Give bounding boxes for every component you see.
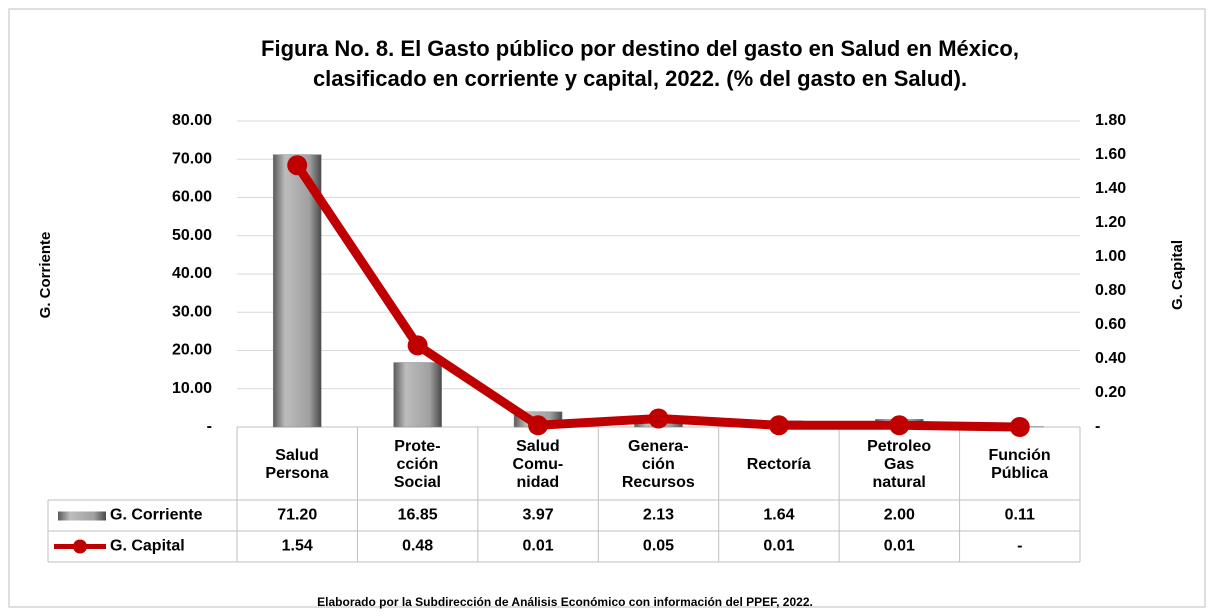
table-value: 3.97 bbox=[523, 507, 554, 524]
y2-tick-label: 0.20 bbox=[1095, 384, 1126, 401]
y-tick-label: 70.00 bbox=[172, 150, 212, 167]
frame bbox=[8, 8, 1206, 608]
table-value: 0.05 bbox=[643, 538, 674, 555]
chart-subtitle: clasificado en corriente y capital, 2022… bbox=[313, 66, 967, 91]
x-tick-label: Rectoría bbox=[746, 455, 811, 473]
y-tick-label: 40.00 bbox=[172, 265, 212, 282]
table-value: 0.01 bbox=[884, 538, 915, 555]
line-marker bbox=[768, 415, 789, 436]
table-value: 1.54 bbox=[282, 538, 313, 555]
y2-tick-label: 1.60 bbox=[1095, 146, 1126, 163]
x-tick-label: Salud Persona bbox=[265, 446, 329, 482]
line-marker bbox=[1009, 417, 1030, 437]
table-value: 0.01 bbox=[763, 538, 794, 555]
y-tick-label: 30.00 bbox=[172, 303, 212, 320]
legend-label: G. Corriente bbox=[110, 507, 203, 524]
line-marker bbox=[648, 408, 669, 429]
y-tick-label: 60.00 bbox=[172, 189, 212, 206]
line-marker bbox=[528, 415, 549, 436]
legend-swatch bbox=[58, 511, 106, 521]
y2-tick-label: - bbox=[1095, 418, 1100, 435]
line-marker bbox=[407, 335, 428, 356]
y-axis-title: G. Corriente bbox=[37, 232, 54, 319]
table-value: 0.48 bbox=[402, 538, 433, 555]
legend-swatch bbox=[73, 539, 87, 554]
y2-tick-label: 1.80 bbox=[1095, 112, 1126, 129]
y-tick-label: 80.00 bbox=[172, 112, 212, 129]
line-marker bbox=[889, 415, 910, 436]
y-tick-label: 20.00 bbox=[172, 342, 212, 359]
line-marker bbox=[287, 155, 308, 176]
y-tick-label: 10.00 bbox=[172, 380, 212, 397]
table-value: 1.64 bbox=[763, 507, 794, 524]
bar bbox=[393, 362, 442, 428]
x-tick-label: Prote- cción Social bbox=[393, 437, 441, 491]
table-value: 0.11 bbox=[1005, 507, 1035, 524]
y-tick-label: - bbox=[207, 418, 212, 435]
table-value: 2.00 bbox=[884, 507, 915, 524]
y2-tick-label: 1.40 bbox=[1095, 180, 1126, 197]
x-tick-label: Petroleo Gas natural bbox=[867, 437, 932, 491]
y2-tick-label: 1.20 bbox=[1095, 214, 1126, 231]
x-tick-label: Salud Comu- nidad bbox=[512, 437, 564, 491]
y-tick-label: 50.00 bbox=[172, 227, 212, 244]
bar bbox=[272, 154, 322, 428]
y2-tick-label: 1.00 bbox=[1095, 248, 1126, 265]
table-value: 16.85 bbox=[398, 507, 438, 524]
chart-title: Figura No. 8. El Gasto público por desti… bbox=[261, 36, 1019, 61]
y2-axis-title: G. Capital bbox=[1169, 240, 1186, 310]
x-tick-label: Genera- ción Recursos bbox=[621, 437, 695, 491]
x-tick-label: Función Pública bbox=[988, 446, 1051, 482]
y2-tick-label: 0.40 bbox=[1095, 350, 1126, 367]
table-value: 71.20 bbox=[277, 507, 317, 524]
y2-tick-label: 0.60 bbox=[1095, 316, 1126, 333]
table-value: - bbox=[1017, 538, 1022, 555]
y2-tick-label: 0.80 bbox=[1095, 282, 1126, 299]
footer: Elaborado por la Subdirección de Análisi… bbox=[317, 595, 813, 609]
legend-label: G. Capital bbox=[110, 538, 185, 555]
table-value: 2.13 bbox=[643, 507, 674, 524]
table-value: 0.01 bbox=[523, 538, 554, 555]
